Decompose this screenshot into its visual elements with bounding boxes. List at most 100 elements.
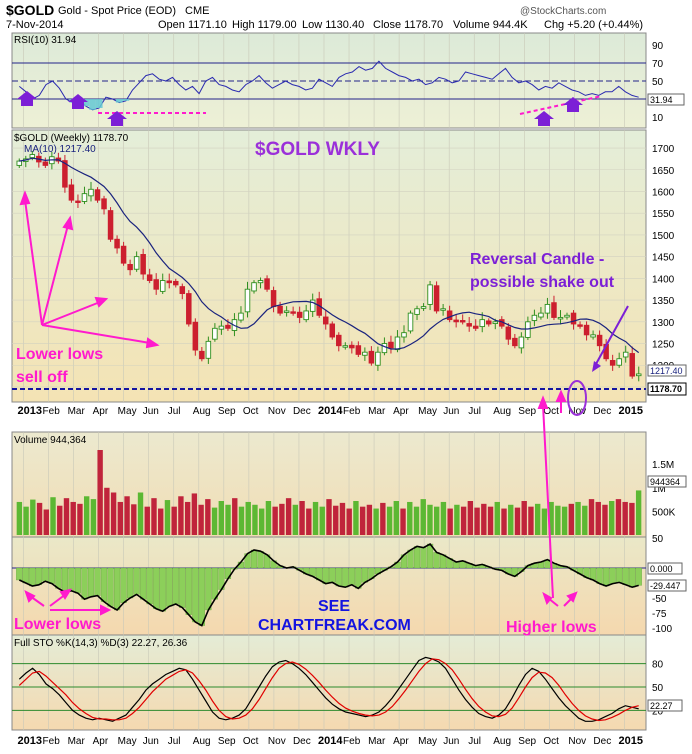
volume-bar	[299, 501, 305, 535]
macd-hist-bar	[635, 567, 642, 586]
volume-bar	[393, 501, 400, 535]
volume-bar	[373, 508, 379, 535]
macd-hist-bar	[407, 549, 414, 569]
candle-body	[518, 336, 525, 349]
volume-bar	[474, 507, 480, 535]
volume-bar	[339, 502, 346, 535]
volume-bar	[568, 503, 575, 535]
see-annotation: SEE	[318, 598, 350, 615]
price-panel	[11, 129, 647, 403]
volume-bar	[629, 502, 635, 535]
macd-hist-bar	[153, 567, 160, 609]
x-tick-label: Jun	[143, 736, 159, 747]
candle-body	[42, 161, 49, 166]
x-tick-label: Feb	[43, 406, 61, 417]
reversal-annotation-1: Reversal Candle -	[470, 251, 604, 268]
x-tick-label: Mar	[68, 736, 86, 747]
volume-bar	[117, 501, 124, 535]
volume-bar	[131, 504, 137, 535]
rsi-legend: RSI(10) 31.94	[14, 35, 77, 46]
macd-hist-bar	[192, 567, 199, 623]
candle-body	[381, 343, 388, 354]
macd-tick-label: 50	[652, 534, 664, 545]
candle-body	[336, 334, 342, 347]
candle-body	[544, 303, 551, 314]
x-tick-label: Aug	[493, 406, 511, 417]
rsi-oversold-fill	[122, 99, 130, 101]
candle-body	[492, 321, 499, 324]
macd-hist-bar	[329, 567, 336, 583]
x-tick-label: Aug	[193, 736, 211, 747]
sto-tick-label: 50	[652, 683, 664, 694]
rsi-arrow	[563, 97, 583, 112]
volume-bar	[561, 506, 568, 535]
candle-body	[238, 312, 244, 321]
rsi-oversold-fill	[115, 99, 123, 103]
volume-bar	[434, 506, 440, 535]
x-tick-label: Feb	[343, 406, 361, 417]
close-tag-value: 1178.70	[650, 384, 682, 394]
rsi-oversold-fill	[95, 99, 103, 108]
candle-body	[159, 280, 166, 292]
candle-body	[153, 279, 159, 290]
volume-bar	[164, 500, 171, 535]
x-tick-label: Nov	[568, 736, 586, 747]
candle-body	[16, 160, 23, 166]
candle-body	[127, 264, 133, 271]
volume-bar	[272, 506, 278, 535]
x-tick-label: Dec	[293, 736, 311, 747]
volume-bar	[366, 504, 373, 535]
x-tick-label: 2014	[318, 735, 343, 747]
candle-body	[557, 317, 564, 320]
candle-body	[486, 320, 492, 325]
candle-body	[401, 332, 407, 338]
candle-body	[277, 305, 283, 314]
x-tick-label: Dec	[593, 406, 611, 417]
volume-bar	[548, 501, 554, 535]
price-legend: $GOLD (Weekly) 1178.70	[14, 133, 129, 144]
macd-hist-bar	[48, 567, 55, 584]
sto-series	[12, 656, 646, 722]
candle-body	[199, 350, 205, 360]
symbol: $GOLD	[6, 2, 54, 18]
volume-bar	[252, 504, 258, 535]
volume-bar	[144, 506, 150, 535]
volume-tick-label: 500K	[652, 507, 676, 518]
macd-hist-bar	[250, 549, 258, 569]
arrow-head	[59, 588, 73, 600]
arrow-head	[19, 190, 31, 206]
candle-body	[120, 245, 127, 264]
candle-body	[114, 238, 120, 249]
macd-hist-bar	[348, 567, 355, 585]
macd-hist-bar	[35, 567, 42, 585]
volume-bar	[400, 508, 406, 535]
macd-hist-bar	[590, 567, 597, 581]
price-tick-label: 1400	[652, 274, 675, 285]
change-value: Chg +5.20 (+0.44%)	[544, 19, 643, 31]
macd-hist-bar	[453, 561, 460, 569]
volume-bar	[158, 508, 164, 535]
candle-body	[407, 312, 414, 332]
volume-bar	[292, 504, 299, 535]
volume-bar	[333, 505, 339, 535]
candle-body	[590, 334, 596, 338]
volume-bar	[198, 504, 204, 535]
price-tick-label: 1600	[652, 187, 675, 198]
close-value: Close 1178.70	[373, 19, 443, 31]
macd-hist-bar	[185, 567, 192, 615]
macd-hist-bar	[420, 547, 427, 569]
volume-bar	[63, 498, 70, 535]
higher-lows-annotation: Higher lows	[506, 619, 597, 636]
macd-hist-bar	[205, 567, 212, 611]
price-series	[16, 151, 642, 382]
candle-body	[244, 288, 251, 313]
x-tick-label: Jul	[468, 736, 481, 747]
price-tick-label: 1300	[652, 318, 675, 329]
candle-body	[453, 319, 459, 323]
watermark: @StockCharts.com	[520, 6, 606, 17]
macd-hist-bar	[179, 567, 186, 608]
x-tick-label: Feb	[43, 736, 61, 747]
candle-body	[29, 154, 36, 159]
x-tick-label: Dec	[293, 406, 311, 417]
x-tick-label: Oct	[243, 406, 259, 417]
